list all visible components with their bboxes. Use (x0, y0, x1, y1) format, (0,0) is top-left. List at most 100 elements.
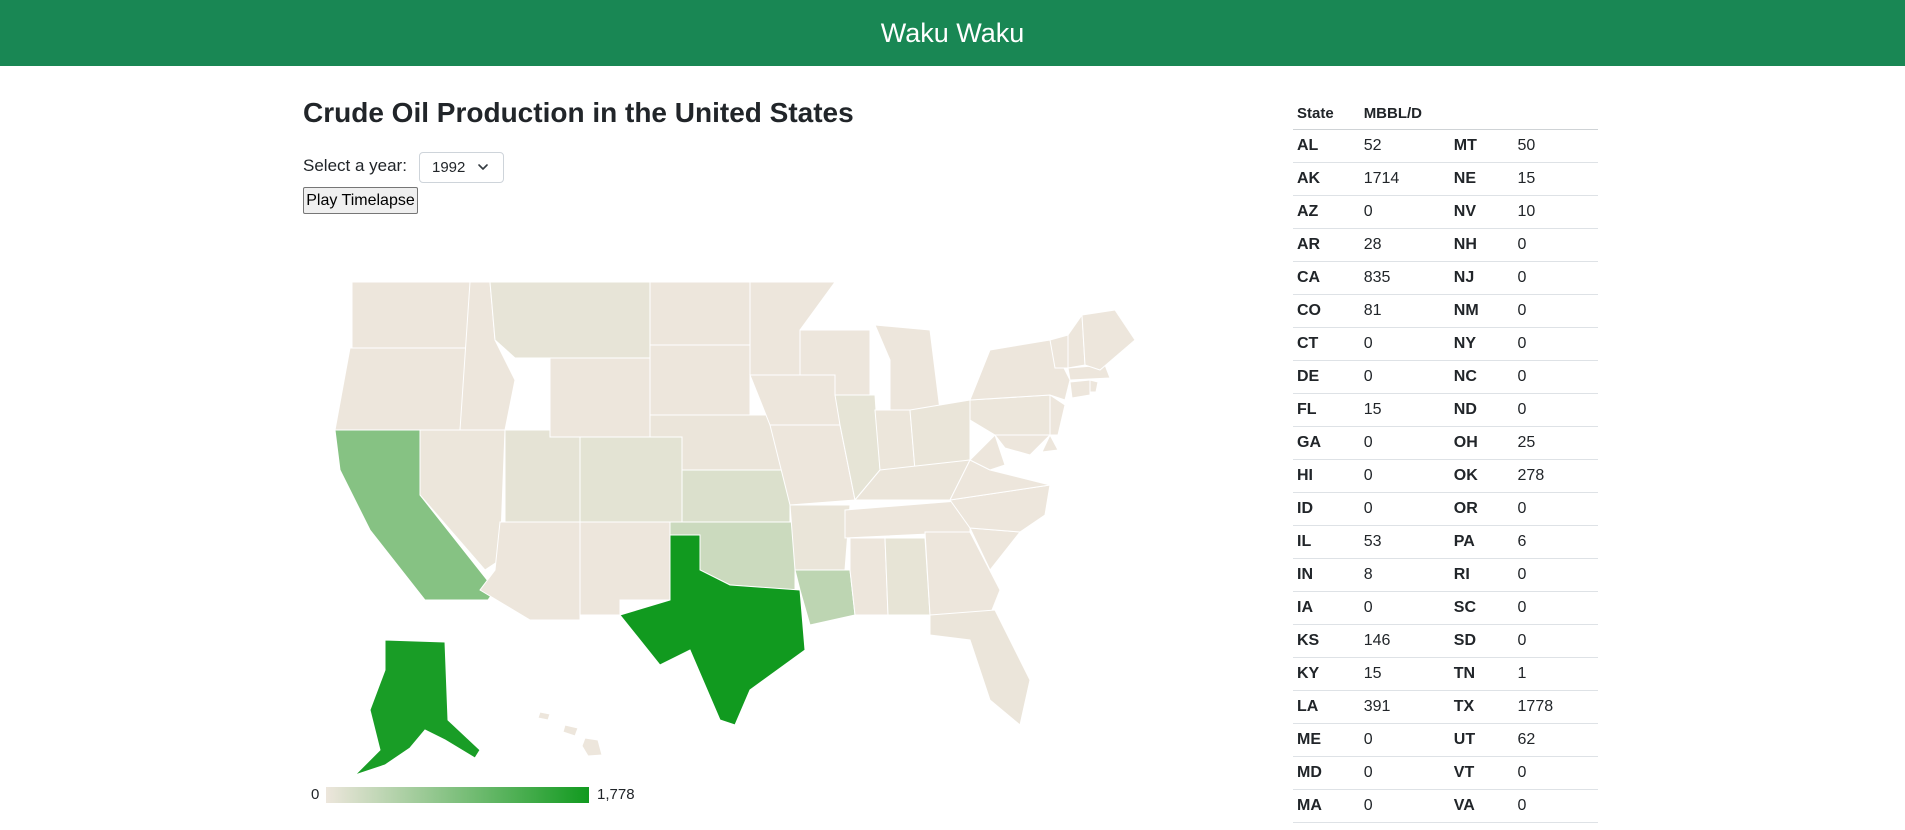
state-value-cell: 1714 (1359, 162, 1450, 196)
state-pa[interactable] (969, 394, 1051, 436)
table-row: HI 0 OK 278 (1293, 459, 1598, 493)
state-ar[interactable] (789, 504, 851, 571)
state-wy[interactable] (549, 357, 651, 438)
state-ga[interactable] (924, 531, 1001, 616)
state-ks[interactable] (681, 469, 791, 523)
state-value-cell: 0 (1513, 756, 1598, 790)
state-abbr-cell: IN (1293, 558, 1360, 592)
state-value-cell: 0 (1359, 756, 1450, 790)
state-value-cell: 50 (1513, 129, 1598, 163)
table-row: MA 0 VA 0 (1293, 789, 1598, 823)
state-ct[interactable] (1069, 379, 1091, 399)
navbar: Waku Waku (0, 0, 1905, 66)
table-row: ME 0 UT 62 (1293, 723, 1598, 757)
state-abbr-cell: IL (1293, 525, 1360, 559)
table-row: AZ 0 NV 10 (1293, 195, 1598, 229)
state-wa[interactable] (351, 281, 471, 349)
table-row: AR 28 NH 0 (1293, 228, 1598, 262)
state-abbr-cell: VT (1449, 756, 1514, 790)
state-la[interactable] (794, 569, 856, 626)
state-ak[interactable] (354, 639, 481, 776)
play-timelapse-button[interactable]: Play Timelapse (303, 187, 418, 214)
state-abbr-cell: AZ (1293, 195, 1360, 229)
state-value-cell: 52 (1359, 129, 1450, 163)
state-abbr-cell: CA (1293, 261, 1360, 295)
chevron-down-icon (478, 164, 488, 170)
state-value-cell: 0 (1513, 624, 1598, 658)
state-abbr-cell: CO (1293, 294, 1360, 328)
state-abbr-cell: VA (1449, 789, 1514, 823)
table-row: IN 8 RI 0 (1293, 558, 1598, 592)
us-choropleth-map (334, 281, 1136, 776)
table-row: MD 0 VT 0 (1293, 756, 1598, 790)
year-select[interactable]: 1992 (419, 152, 504, 183)
state-al[interactable] (884, 537, 931, 616)
state-ri[interactable] (1089, 379, 1099, 393)
state-co[interactable] (579, 436, 683, 523)
state-nm[interactable] (579, 521, 671, 616)
state-abbr-cell: KY (1293, 657, 1360, 691)
state-sd[interactable] (649, 344, 751, 416)
legend-min-label: 0 (311, 786, 320, 803)
state-abbr-cell: DE (1293, 360, 1360, 394)
state-value-cell: 0 (1359, 195, 1450, 229)
state-abbr-cell: OH (1449, 426, 1514, 460)
state-nj[interactable] (1049, 394, 1066, 436)
state-abbr-cell: LA (1293, 690, 1360, 724)
table-row: IL 53 PA 6 (1293, 525, 1598, 559)
legend-max-label: 1,778 (597, 786, 635, 803)
state-tx[interactable] (619, 534, 806, 726)
table-row: KS 146 SD 0 (1293, 624, 1598, 658)
table-row: GA 0 OH 25 (1293, 426, 1598, 460)
state-value-cell: 0 (1359, 426, 1450, 460)
state-abbr-cell: CT (1293, 327, 1360, 361)
state-or[interactable] (334, 347, 471, 431)
state-nd[interactable] (649, 281, 751, 346)
page-title: Crude Oil Production in the United State… (303, 97, 854, 128)
state-mt[interactable] (489, 281, 651, 359)
state-wv[interactable] (969, 434, 1006, 471)
state-hi[interactable] (537, 711, 603, 757)
state-abbr-cell: ND (1449, 393, 1514, 427)
navbar-brand[interactable]: Waku Waku (880, 17, 1025, 48)
state-value-cell: 0 (1513, 558, 1598, 592)
state-value-cell: 6 (1513, 525, 1598, 559)
state-nv[interactable] (419, 429, 506, 571)
state-fl[interactable] (929, 609, 1031, 726)
state-value-cell: 10 (1513, 195, 1598, 229)
state-value-cell: 0 (1359, 492, 1450, 526)
state-abbr-cell: SC (1449, 591, 1514, 625)
state-abbr-cell: UT (1449, 723, 1514, 757)
state-ut[interactable] (504, 429, 581, 523)
state-value-cell: 1 (1513, 657, 1598, 691)
state-in[interactable] (874, 409, 916, 471)
state-abbr-cell: ME (1293, 723, 1360, 757)
state-value-cell: 278 (1513, 459, 1598, 493)
state-value-cell: 146 (1359, 624, 1450, 658)
state-abbr-cell: NC (1449, 360, 1514, 394)
state-abbr-cell: AK (1293, 162, 1360, 196)
state-abbr-cell: OR (1449, 492, 1514, 526)
state-de[interactable] (1041, 433, 1059, 453)
production-table: State MBBL/D AL 52 MT 50 AK 1714 NE 15 AZ 0 NV 10 AR… (1293, 97, 1598, 823)
state-abbr-cell: NJ (1449, 261, 1514, 295)
state-abbr-cell: TN (1449, 657, 1514, 691)
state-abbr-cell: NV (1449, 195, 1514, 229)
state-abbr-cell: KS (1293, 624, 1360, 658)
state-ms[interactable] (849, 537, 889, 616)
state-value-cell: 0 (1359, 360, 1450, 394)
state-value-cell: 0 (1359, 723, 1450, 757)
state-value-cell: 0 (1513, 591, 1598, 625)
state-me[interactable] (1081, 309, 1136, 371)
state-mi[interactable] (874, 324, 941, 411)
table-row: ID 0 OR 0 (1293, 492, 1598, 526)
state-md[interactable] (993, 434, 1052, 456)
legend-gradient-bar (326, 787, 589, 803)
state-oh[interactable] (909, 399, 971, 471)
state-value-cell: 15 (1513, 162, 1598, 196)
state-value-cell: 0 (1513, 393, 1598, 427)
table-row: LA 391 TX 1778 (1293, 690, 1598, 724)
state-value-cell: 0 (1513, 360, 1598, 394)
state-value-cell: 0 (1359, 789, 1450, 823)
state-value-cell: 0 (1513, 492, 1598, 526)
